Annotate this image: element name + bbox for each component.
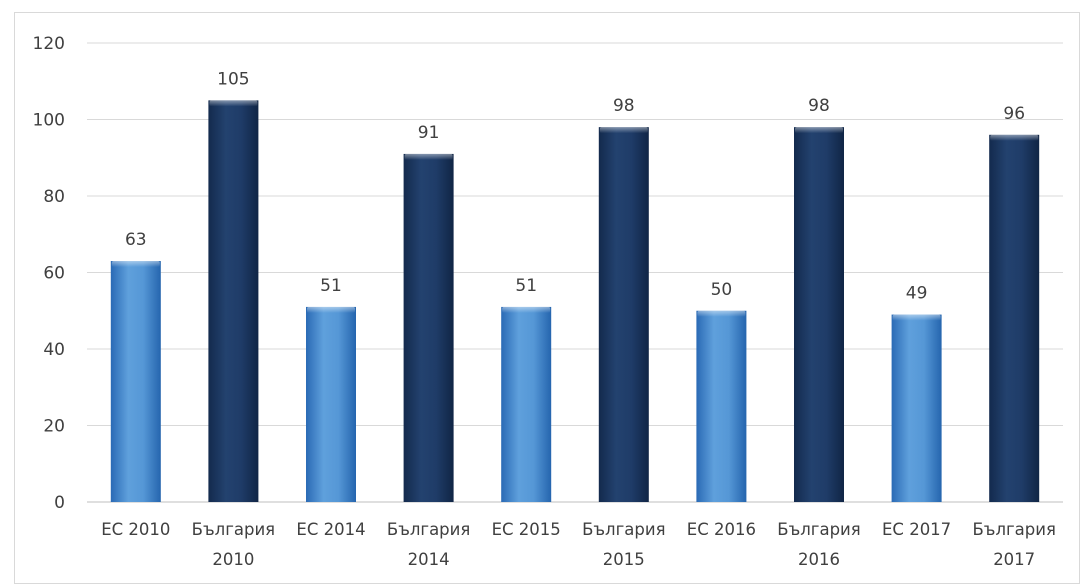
data-label: 98 [808, 96, 830, 116]
bar-bulgaria [403, 153, 454, 503]
y-tick-label: 120 [33, 34, 65, 54]
bar-body [794, 127, 844, 503]
chart-area: 0 20 40 60 80 100 120 63 105 51 91 51 98 50 98 49 96 ЕС… [14, 12, 1080, 584]
x-category-label: ЕС 2017 [882, 520, 951, 539]
bar-body [696, 310, 747, 502]
x-category-label: България 2010 [192, 520, 275, 569]
bar-body [501, 306, 552, 502]
bar-highlight [307, 306, 355, 313]
x-category-label-line: 2014 [408, 550, 450, 569]
y-tick-label: 40 [43, 340, 65, 360]
x-category-label: ЕС 2014 [296, 520, 365, 539]
bar-highlight [111, 261, 160, 268]
x-category-label: България 2014 [387, 520, 470, 569]
data-label: 50 [711, 280, 733, 300]
data-label: 63 [125, 230, 147, 250]
x-category-label: ЕС 2016 [687, 520, 756, 539]
y-tick-label: 60 [43, 264, 65, 284]
x-category-label: ЕС 2015 [492, 520, 561, 539]
x-category-label-line: ЕС 2015 [492, 520, 561, 539]
x-axis-category-labels: ЕС 2010 България 2010 ЕС 2014 България 2014 ЕС… [101, 520, 1056, 569]
bar-highlight [502, 306, 551, 313]
x-category-label-line: България [192, 520, 275, 539]
bar-highlight [795, 127, 843, 134]
x-category-label: България 2016 [777, 520, 860, 569]
bar-body [110, 261, 161, 502]
bar-body [306, 306, 356, 502]
x-category-label-line: ЕС 2010 [101, 520, 170, 539]
data-label: 105 [217, 69, 249, 89]
x-category-label-line: 2010 [212, 550, 254, 569]
x-category-label-line: ЕС 2014 [296, 520, 365, 539]
bar-bulgaria [208, 100, 259, 502]
bar-bulgaria [989, 134, 1040, 503]
x-category-label: ЕС 2010 [101, 520, 170, 539]
y-tick-label: 20 [43, 417, 65, 437]
x-category-label-line: България [777, 520, 860, 539]
bars [110, 100, 1040, 503]
bar-highlight [599, 127, 648, 134]
y-tick-label: 100 [33, 111, 65, 131]
bar-body [891, 314, 942, 502]
bar-bulgaria [794, 127, 844, 503]
y-tick-label: 0 [54, 493, 65, 513]
x-category-label-line: 2017 [993, 550, 1035, 569]
data-label: 91 [418, 123, 440, 143]
bar-eu [696, 310, 747, 502]
bar-highlight [404, 153, 453, 160]
x-category-label-line: 2016 [798, 550, 840, 569]
data-label: 98 [613, 96, 635, 116]
data-label: 96 [1003, 104, 1025, 124]
bar-highlight [990, 134, 1039, 141]
bar-eu [891, 314, 942, 502]
x-category-label: България 2015 [582, 520, 665, 569]
x-category-label-line: 2015 [603, 550, 645, 569]
y-tick-label: 80 [43, 187, 65, 207]
data-labels: 63 105 51 91 51 98 50 98 49 96 [125, 69, 1025, 303]
x-category-label-line: България [972, 520, 1055, 539]
bar-highlight [209, 100, 258, 107]
data-label: 51 [320, 276, 342, 296]
bar-bulgaria [598, 127, 649, 503]
bar-highlight [892, 314, 941, 321]
bar-eu [110, 261, 161, 502]
bar-body [598, 127, 649, 503]
bar-eu [501, 306, 552, 502]
x-category-label-line: ЕС 2017 [882, 520, 951, 539]
bar-body [208, 100, 259, 502]
data-label: 49 [906, 284, 928, 304]
bar-body [403, 153, 454, 503]
data-label: 51 [515, 276, 537, 296]
x-category-label: България 2017 [972, 520, 1055, 569]
bar-eu [306, 306, 356, 502]
bar-body [989, 134, 1040, 503]
bar-highlight [697, 310, 746, 317]
x-category-label-line: ЕС 2016 [687, 520, 756, 539]
x-category-label-line: България [582, 520, 665, 539]
y-axis-tick-labels: 0 20 40 60 80 100 120 [33, 34, 65, 513]
bar-chart: 0 20 40 60 80 100 120 63 105 51 91 51 98 50 98 49 96 ЕС… [33, 34, 1063, 569]
x-category-label-line: България [387, 520, 470, 539]
